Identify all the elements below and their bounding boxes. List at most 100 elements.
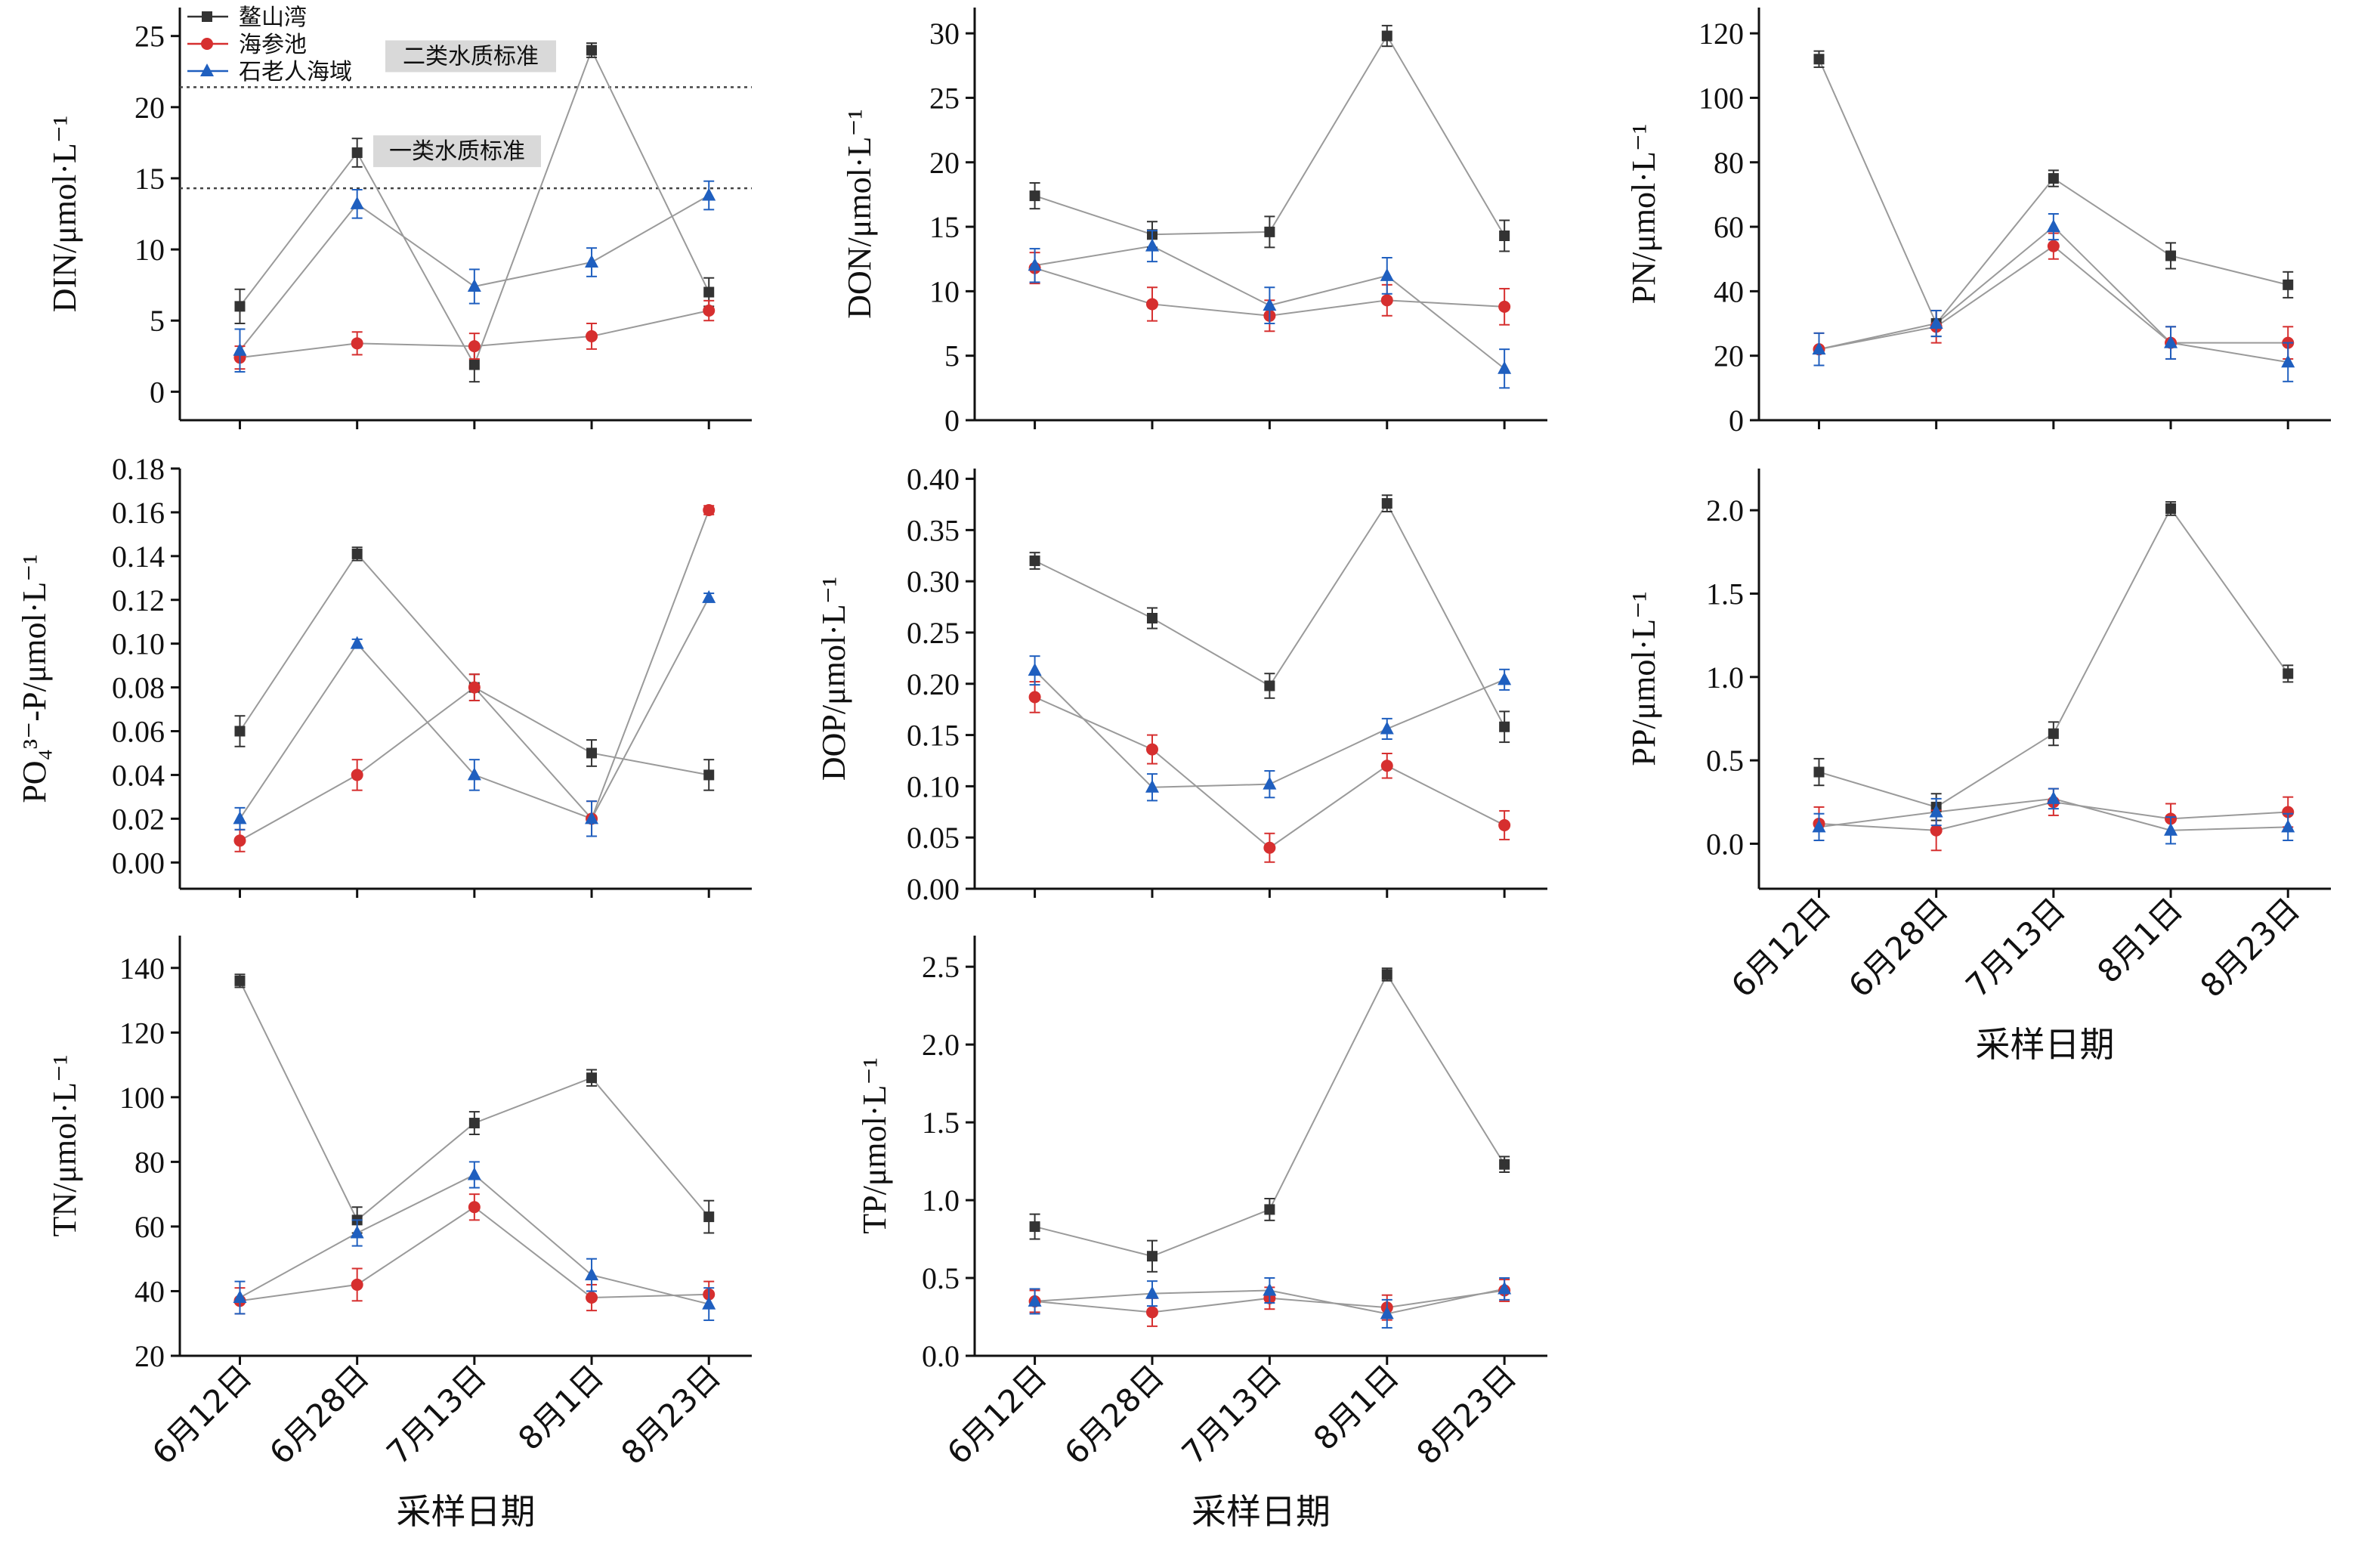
x-axis-title: 采样日期 [397,1491,536,1532]
data-point [1812,819,1826,833]
x-tick-label: 6月28日 [1841,890,1955,1004]
data-point [1380,268,1394,281]
y-tick-label: 5 [150,304,165,338]
series-line [239,48,710,367]
data-point [1145,238,1159,252]
y-tick-label: 0.12 [112,583,165,617]
data-point [2164,335,2178,348]
data-point [2282,806,2295,818]
y-tick-label: 0.25 [907,616,960,650]
data-point [1264,1204,1275,1215]
y-tick-label: 0.30 [907,565,960,599]
y-tick-label: 25 [134,20,165,54]
y-axis-title: DON/μmol·L⁻¹ [841,109,878,319]
data-point [1499,721,1510,732]
data-point [351,769,363,781]
data-point [233,342,247,356]
y-tick-label: 30 [929,17,960,51]
data-point [1381,969,1392,980]
data-point [1145,779,1159,793]
y-tick-label: 120 [119,1016,165,1050]
series-line [1034,34,1506,237]
data-point [467,1167,481,1180]
data-point [703,305,716,317]
data-point [1499,231,1510,242]
data-point [2048,173,2059,184]
data-point [1498,300,1511,313]
data-point [1146,1251,1158,1262]
data-point [1381,498,1392,509]
data-point [586,45,598,56]
y-tick-label: 0.15 [907,719,960,753]
data-point [1028,691,1041,704]
y-tick-label: 0.35 [907,513,960,547]
data-point [1813,766,1825,778]
legend-label: 海参池 [239,32,307,58]
y-tick-label: 1.5 [922,1106,960,1140]
y-tick-label: 40 [134,1274,165,1308]
panel-dop: 0.00 0.05 0.10 0.15 0.20 0.25 0.30 0.35 0.40 DOP/… [815,463,1547,906]
y-tick-label: 2.0 [1706,493,1744,528]
data-point [2281,354,2295,368]
y-tick-label: 80 [134,1145,165,1179]
y-tick-label: 15 [929,210,960,244]
legend-label: 鳌山湾 [239,5,307,31]
data-point [234,726,246,737]
standard-label: 二类水质标准 [403,43,539,70]
data-point [1498,360,1512,374]
data-point [2165,250,2177,261]
panel-tn: 20 40 60 80 100 120 140 6月12日 6月28日 7月13日 8月1日 8月23… [46,936,752,1532]
data-point [2047,240,2060,252]
y-axis-title: DOP/μmol·L⁻¹ [815,577,852,781]
data-point [1498,672,1512,685]
data-point [586,1292,598,1304]
data-point [350,1225,364,1239]
y-tick-label: 1.0 [922,1183,960,1217]
data-point [233,1290,247,1304]
y-axis-title: PN/μmol·L⁻¹ [1625,124,1662,304]
data-point [702,1296,716,1310]
y-tick-label: 120 [1698,17,1744,51]
data-point [233,811,247,825]
data-point [233,834,246,847]
data-point [468,340,481,353]
y-axis-title: PP/μmol·L⁻¹ [1625,591,1662,766]
x-tick-label: 8月1日 [1306,1357,1406,1457]
x-tick-label: 6月28日 [1057,1357,1171,1471]
data-point [1028,1293,1042,1307]
data-point [468,1201,481,1214]
x-axis-title: 采样日期 [1192,1491,1331,1532]
x-tick-label: 8月23日 [614,1357,728,1471]
y-tick-label: 0.40 [907,463,960,497]
data-point [468,1118,480,1129]
y-tick-label: 0.08 [112,671,165,705]
data-point [1146,612,1158,623]
data-point [351,337,363,350]
data-point [1028,258,1042,271]
x-tick-label: 7月13日 [1958,890,2072,1004]
y-tick-label: 0.06 [112,715,165,749]
data-point [467,767,481,781]
data-point [1380,721,1394,735]
data-point [585,1267,599,1281]
data-point [1812,342,1826,355]
data-point [586,1072,598,1084]
y-tick-label: 60 [1714,210,1744,244]
y-tick-label: 0.0 [922,1339,960,1373]
y-tick-label: 80 [1714,146,1744,180]
data-point [703,286,715,298]
panel-pp: 0.0 0.5 1.0 1.5 2.0 6月12日 6月28日 7月13日 8月1日 8月23日采… [1625,469,2331,1065]
data-point [703,1211,715,1223]
data-point [703,504,716,517]
y-tick-label: 0 [1729,404,1744,438]
data-point [1381,30,1392,42]
y-tick-label: 0.04 [112,758,165,792]
y-tick-label: 10 [134,233,165,267]
data-point [702,589,716,603]
y-tick-label: 20 [134,91,165,125]
series-line [1818,58,2289,325]
data-point [585,811,599,825]
data-point [1929,804,1943,818]
y-tick-label: 1.0 [1706,661,1744,695]
